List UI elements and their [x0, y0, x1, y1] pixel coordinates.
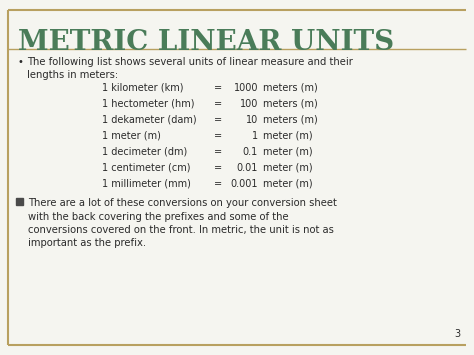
Text: METRIC LINEAR UNITS: METRIC LINEAR UNITS	[18, 29, 394, 56]
Text: =: =	[214, 115, 222, 125]
Text: 3: 3	[454, 329, 460, 339]
Text: 0.1: 0.1	[243, 147, 258, 157]
Text: =: =	[214, 131, 222, 141]
Text: •: •	[18, 57, 24, 67]
Text: meter (m): meter (m)	[263, 179, 313, 189]
Text: 1 centimeter (cm): 1 centimeter (cm)	[102, 163, 191, 173]
Text: =: =	[214, 179, 222, 189]
Text: important as the prefix.: important as the prefix.	[28, 239, 146, 248]
Bar	[16, 198, 23, 205]
Text: =: =	[214, 147, 222, 157]
Text: The following list shows several units of linear measure and their: The following list shows several units o…	[27, 57, 353, 67]
Text: meter (m): meter (m)	[263, 147, 313, 157]
Text: meters (m): meters (m)	[263, 115, 318, 125]
Text: There are a lot of these conversions on your conversion sheet: There are a lot of these conversions on …	[28, 198, 337, 208]
Text: 1 dekameter (dam): 1 dekameter (dam)	[102, 115, 197, 125]
Text: meters (m): meters (m)	[263, 99, 318, 109]
Text: =: =	[214, 99, 222, 109]
Text: conversions covered on the front. In metric, the unit is not as: conversions covered on the front. In met…	[28, 225, 334, 235]
Text: =: =	[214, 163, 222, 173]
Text: 1 decimeter (dm): 1 decimeter (dm)	[102, 147, 187, 157]
Text: 1 millimeter (mm): 1 millimeter (mm)	[102, 179, 191, 189]
Text: 1 meter (m): 1 meter (m)	[102, 131, 161, 141]
Text: 0.01: 0.01	[237, 163, 258, 173]
Text: 1 hectometer (hm): 1 hectometer (hm)	[102, 99, 194, 109]
Text: with the back covering the prefixes and some of the: with the back covering the prefixes and …	[28, 212, 289, 222]
Text: lengths in meters:: lengths in meters:	[27, 70, 118, 80]
Text: 1: 1	[252, 131, 258, 141]
Text: 10: 10	[246, 115, 258, 125]
Text: meter (m): meter (m)	[263, 131, 313, 141]
Text: 1000: 1000	[234, 83, 258, 93]
Text: =: =	[214, 83, 222, 93]
Text: meter (m): meter (m)	[263, 163, 313, 173]
Text: 100: 100	[240, 99, 258, 109]
Text: meters (m): meters (m)	[263, 83, 318, 93]
Text: 0.001: 0.001	[230, 179, 258, 189]
Text: 1 kilometer (km): 1 kilometer (km)	[102, 83, 183, 93]
